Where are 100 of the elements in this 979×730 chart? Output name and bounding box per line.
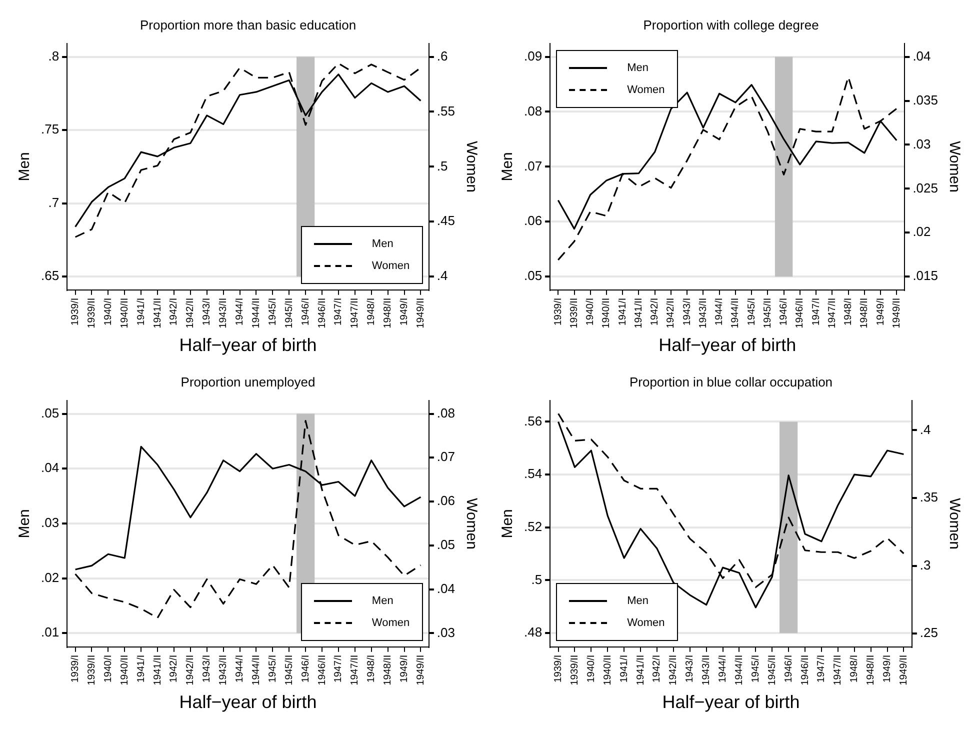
x-tick-label: 1941/I — [618, 654, 630, 683]
x-tick-label: 1939/I — [70, 298, 82, 326]
x-tick-label: 1944/I — [234, 298, 246, 326]
y2-tick-label: .07 — [436, 449, 456, 464]
x-tick-label: 1941/I — [617, 298, 628, 326]
x-tick-label: 1940/I — [102, 298, 114, 326]
y2-tick-label: .08 — [436, 405, 456, 420]
x-tick-label: 1939/II — [569, 298, 580, 328]
x-tick-label: 1941/I — [136, 298, 147, 326]
y2-tick-label: .5 — [436, 158, 448, 174]
y-tick-label: .08 — [524, 103, 542, 118]
x-tick-label: 1945/II — [766, 654, 778, 686]
legend-label: Men — [627, 594, 648, 607]
y2-tick-label: .25 — [920, 625, 938, 640]
x-tick-label: 1949/II — [415, 298, 426, 328]
x-tick-label: 1948/II — [382, 654, 394, 686]
x-tick-label: 1943/I — [684, 654, 696, 683]
legend-label: Men — [372, 594, 394, 607]
x-tick-label: 1947/II — [350, 654, 361, 686]
x-tick-label: 1948/II — [382, 298, 394, 328]
legend-label: Men — [372, 238, 394, 250]
x-axis-title: Half−year of birth — [179, 335, 317, 356]
x-tick-label: 1945/I — [267, 298, 278, 326]
x-tick-label: 1944/I — [714, 298, 726, 326]
x-axis-title: Half−year of birth — [179, 692, 317, 712]
y-tick-label: .5 — [531, 572, 542, 587]
x-tick-label: 1944/II — [730, 298, 742, 328]
x-tick-label: 1946/I — [783, 654, 794, 683]
x-tick-label: 1946/I — [778, 298, 790, 326]
y2-tick-label: .03 — [912, 136, 931, 152]
x-tick-label: 1939/I — [70, 654, 82, 683]
x-tick-label: 1947/II — [350, 298, 361, 328]
x-tick-label: 1944/I — [234, 654, 246, 683]
x-tick-label: 1947/I — [333, 298, 344, 326]
x-tick-label: 1939/II — [86, 298, 98, 328]
x-tick-label: 1943/I — [202, 298, 213, 326]
x-tick-label: 1940/II — [601, 298, 612, 328]
y-tick-label: .56 — [524, 413, 542, 428]
y-axis-title: Men — [16, 509, 34, 538]
legend-label: Women — [627, 84, 665, 96]
chart-title: Proportion more than basic education — [140, 17, 356, 32]
x-tick-label: 1947/I — [333, 654, 344, 683]
y2-tick-label: .3 — [920, 557, 931, 572]
y2-tick-label: .35 — [920, 490, 938, 505]
x-tick-label: 1949/I — [399, 654, 410, 683]
y-axis-title: Men — [499, 509, 516, 538]
x-tick-label: 1948/I — [843, 298, 854, 326]
y2-tick-label: .04 — [912, 48, 931, 64]
x-tick-label: 1943/II — [698, 298, 709, 328]
y-tick-label: .06 — [524, 213, 542, 228]
x-tick-label: 1947/I — [810, 298, 822, 326]
x-tick-label: 1948/I — [366, 654, 378, 683]
y-tick-label: .75 — [40, 122, 60, 137]
y-tick-label: .02 — [40, 570, 60, 585]
y2-tick-label: .03 — [436, 624, 456, 640]
y-tick-label: .05 — [40, 405, 60, 420]
x-tick-label: 1939/II — [86, 654, 98, 686]
x-tick-label: 1948/II — [866, 654, 877, 686]
x-tick-label: 1945/I — [746, 298, 758, 326]
y-tick-label: .52 — [524, 518, 542, 534]
legend-label: Women — [372, 616, 410, 629]
y2-axis-title: Women — [946, 498, 963, 550]
y-tick-label: .05 — [524, 268, 542, 284]
x-tick-label: 1949/II — [891, 298, 902, 328]
x-tick-label: 1942/I — [650, 298, 661, 326]
y2-axis-title: Women — [462, 498, 480, 550]
x-tick-label: 1946/II — [316, 298, 328, 328]
x-tick-label: 1939/I — [553, 654, 564, 683]
x-tick-label: 1940/II — [119, 298, 130, 328]
y2-tick-label: .015 — [912, 268, 938, 284]
y2-tick-label: .6 — [436, 48, 448, 64]
x-tick-label: 1942/I — [168, 654, 180, 683]
x-tick-label: 1946/II — [316, 654, 328, 686]
x-tick-label: 1944/II — [734, 654, 745, 686]
legend-label: Women — [627, 616, 665, 629]
x-tick-label: 1940/I — [585, 298, 596, 326]
line-series — [557, 76, 898, 261]
x-tick-label: 1945/I — [267, 654, 278, 683]
x-tick-label: 1940/II — [602, 654, 614, 686]
y-tick-label: .01 — [40, 624, 60, 640]
x-tick-label: 1948/I — [849, 654, 860, 683]
x-tick-label: 1941/II — [633, 298, 644, 328]
x-tick-label: 1945/I — [750, 654, 762, 683]
y-tick-label: .07 — [524, 158, 542, 174]
x-tick-label: 1946/II — [800, 654, 811, 686]
y2-tick-label: .025 — [912, 180, 938, 196]
x-tick-label: 1942/II — [185, 298, 196, 328]
x-tick-label: 1949/I — [882, 654, 894, 683]
x-tick-label: 1942/II — [185, 654, 196, 686]
legend-label: Men — [627, 62, 648, 74]
x-tick-label: 1949/I — [399, 298, 410, 326]
x-tick-label: 1941/I — [136, 654, 147, 683]
x-tick-label: 1942/I — [652, 654, 663, 683]
y-tick-label: .48 — [524, 624, 542, 640]
x-tick-label: 1949/I — [875, 298, 886, 326]
y2-tick-label: .45 — [436, 213, 456, 228]
line-series — [74, 420, 422, 619]
x-tick-label: 1943/I — [202, 654, 213, 683]
x-tick-label: 1947/II — [832, 654, 844, 686]
y2-tick-label: .55 — [436, 103, 456, 118]
